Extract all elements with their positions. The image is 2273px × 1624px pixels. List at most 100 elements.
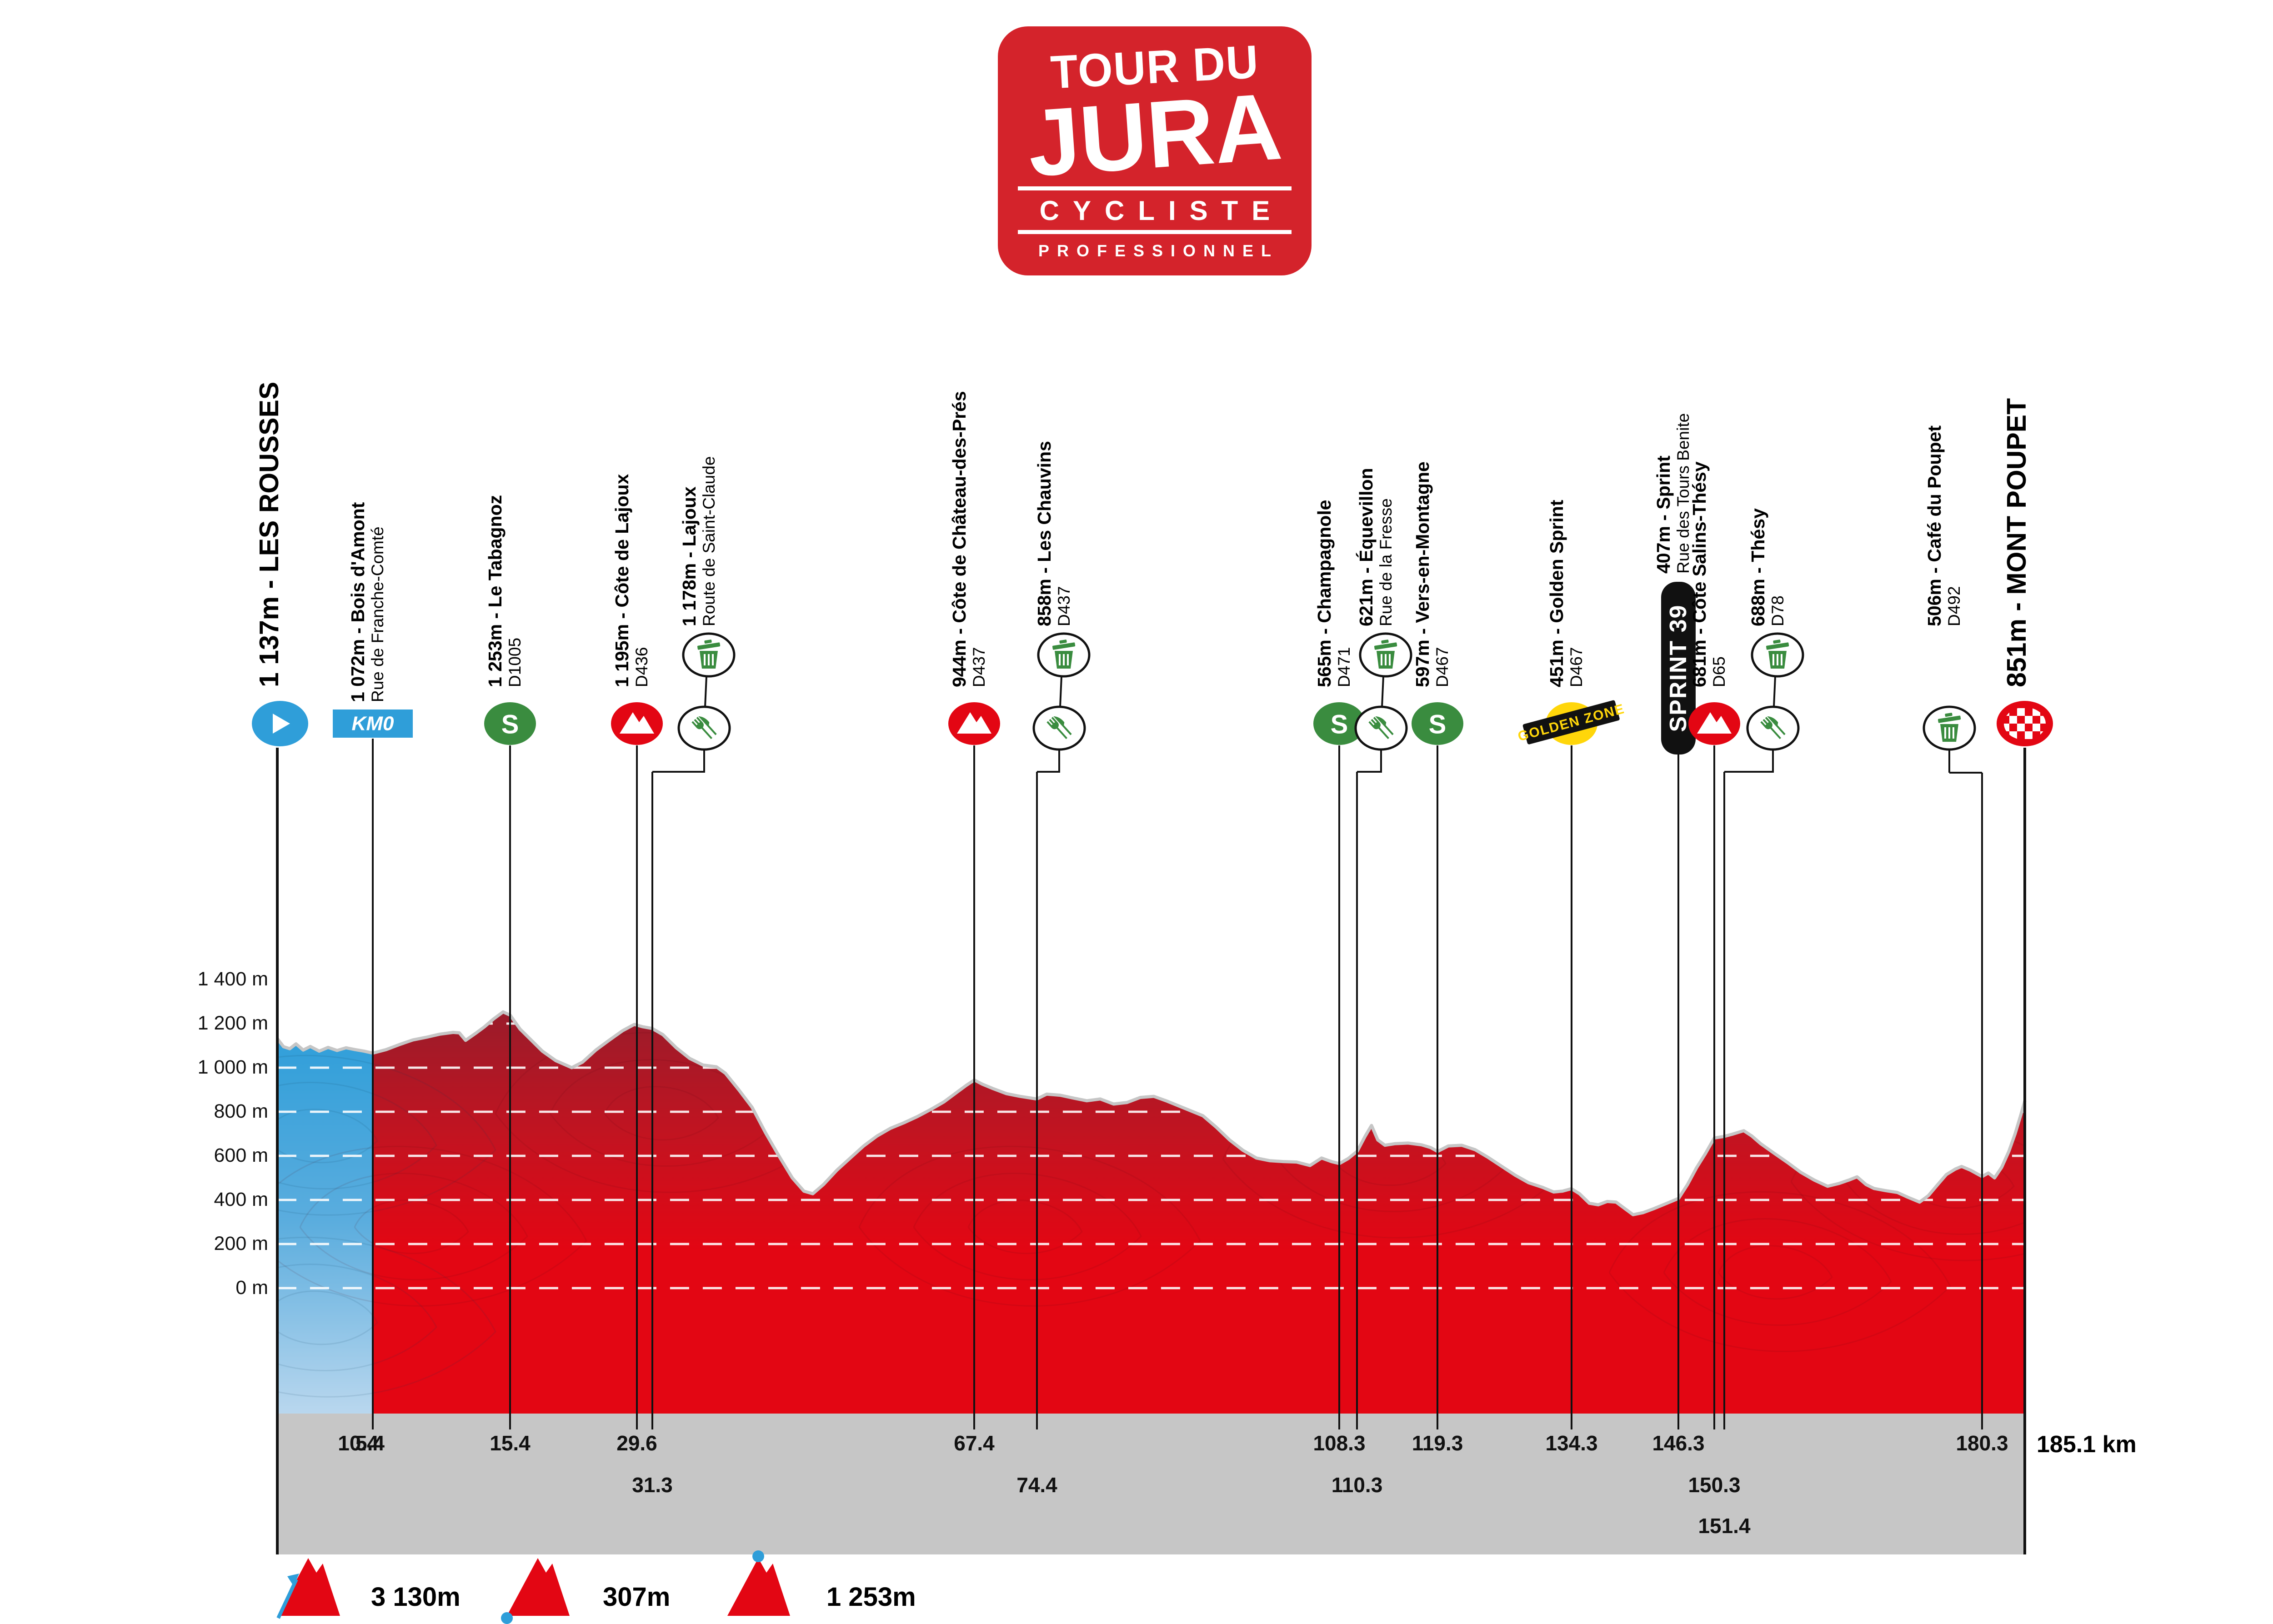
y-axis-tick-label: 1 000 m <box>197 1056 268 1078</box>
waypoint-road: D467 <box>1433 647 1452 687</box>
y-axis-tick-label: 600 m <box>214 1144 268 1166</box>
elevation-gain-arrow <box>276 1579 298 1619</box>
waypoint-lines <box>276 676 2026 1554</box>
highest-point-dot <box>752 1550 764 1562</box>
waypoint-title: 851m - MONT POUPET <box>2002 398 2032 687</box>
waypoint-road: D1005 <box>506 637 524 687</box>
waypoint-label: 1 137m - LES ROUSSES <box>254 381 284 687</box>
legend-value: 3 130m <box>371 1582 461 1612</box>
contour-line <box>277 1082 437 1190</box>
legend-item: 1 253m <box>813 1582 916 1612</box>
km-tick-label: 31.3 <box>632 1473 673 1497</box>
waypoint-line <box>704 676 707 707</box>
waypoint-label: 1 178m - Lajoux Route de Saint-Claude <box>679 456 719 626</box>
mountain-icon <box>620 712 654 734</box>
neutral-start-area <box>277 1039 373 1414</box>
waypoint-title: 944m - Côte de Château-des-Prés <box>949 391 970 687</box>
km-tick-label: 146.3 <box>1652 1431 1705 1455</box>
total-distance-label: 185.1 km <box>2037 1431 2137 1458</box>
play-icon <box>273 714 290 734</box>
y-axis-tick-label: 1 400 m <box>197 968 268 990</box>
contour-line <box>277 1054 496 1216</box>
contour-line <box>913 1173 1142 1281</box>
y-axis-tick-label: 400 m <box>214 1189 268 1210</box>
km-tick-label: 150.3 <box>1688 1473 1741 1497</box>
icon-text: S <box>501 710 519 740</box>
waypoint-label: 1 072m - Bois d'Amont Rue de Franche-Com… <box>347 502 387 702</box>
y-axis-tick-label: 1 200 m <box>197 1012 268 1034</box>
waypoint-title: 565m - Champagnole <box>1314 500 1335 687</box>
km-tick-label: 67.4 <box>954 1431 995 1455</box>
sprint-icon <box>1313 702 1365 745</box>
mountain-icon <box>1697 712 1732 734</box>
km-tick-label: 119.3 <box>1412 1431 1463 1455</box>
waypoint-label: 858m - Les Chauvins D437 <box>1034 441 1074 626</box>
waypoint-road: Rue de Franche-Comté <box>368 526 387 702</box>
sprint-icon <box>1412 702 1463 745</box>
waypoint-title: 451m - Golden Sprint <box>1546 500 1567 687</box>
waypoint-label: 565m - Champagnole D471 <box>1314 500 1354 687</box>
feed-circle <box>677 705 731 751</box>
waypoint-label: 688m - Thésy D78 <box>1747 508 1787 626</box>
waypoint-label: 851m - MONT POUPET <box>2002 398 2032 687</box>
legend-value: 1 253m <box>826 1582 916 1612</box>
waypoint-title: 1 137m - LES ROUSSES <box>254 381 284 687</box>
waypoint-road: D437 <box>970 647 988 687</box>
icon-text: SPRINT 39 <box>1665 605 1692 732</box>
sprint-icon <box>484 702 536 745</box>
km-tick-label: 5.4 <box>355 1431 385 1455</box>
feed-circle <box>1746 705 1800 751</box>
km-tick-label: 74.4 <box>1016 1473 1057 1497</box>
waypoint-line <box>1381 676 1384 707</box>
km-tick-label: 29.6 <box>616 1431 657 1455</box>
waypoint-label: 407m - Sprint Rue des Tours Benite <box>1653 413 1693 574</box>
y-axis-tick-label: 200 m <box>214 1233 268 1254</box>
waypoint-title: 621m - Équevillon <box>1356 468 1377 626</box>
y-axis-tick-label: 800 m <box>214 1100 268 1122</box>
icon-text: S <box>1331 710 1348 740</box>
profile-area <box>276 1010 2027 1414</box>
waypoint-label: 681m - Côte Salins-Thésy D65 <box>1689 461 1729 687</box>
waypoint-road: Rue de la Fresse <box>1377 498 1395 626</box>
feed-zone-icon <box>1368 716 1394 740</box>
contour-line <box>299 1173 528 1281</box>
waypoint-road: Route de Saint-Claude <box>700 456 718 626</box>
waypoint-label: 1 253m - Le Tabagnoz D1005 <box>485 495 525 687</box>
waypoint-label: 1 195m - Côte de Lajoux D436 <box>611 474 651 687</box>
finish-checkers <box>2004 708 2046 739</box>
waypoint-title: 688m - Thésy <box>1747 508 1768 626</box>
profile-outline <box>276 1010 2027 1216</box>
waypoint-road: D492 <box>1945 586 1963 626</box>
km0-badge <box>333 710 413 738</box>
contour-line <box>858 1145 1201 1307</box>
km-tick-label: 134.3 <box>1545 1431 1598 1455</box>
waste-zone-icon <box>1938 713 1961 742</box>
legend-item: 307m <box>589 1582 670 1612</box>
contour-line <box>1717 1245 1833 1300</box>
waypoint-road: D467 <box>1567 647 1586 687</box>
feed-circle <box>1032 705 1086 751</box>
lowest-point-dot <box>501 1612 513 1624</box>
waste-zone-icon <box>1766 640 1789 669</box>
km-tick-label: 151.4 <box>1698 1514 1751 1538</box>
waypoint-label: 621m - Équevillon Rue de la Fresse <box>1356 468 1396 626</box>
contour-line <box>277 1290 378 1345</box>
race-profile-area <box>373 1012 2025 1414</box>
km-tick-label: 180.3 <box>1956 1431 2008 1455</box>
waypoint-line <box>1059 676 1062 707</box>
contour-line <box>354 1199 469 1254</box>
waypoint-title: 1 178m - Lajoux <box>679 486 700 626</box>
legend-value: 307m <box>603 1582 671 1612</box>
waypoint-road: D471 <box>1335 647 1353 687</box>
waypoint-title: 1 072m - Bois d'Amont <box>347 502 368 702</box>
contour-line <box>1663 1218 1892 1326</box>
waypoint-icons: KM0 S S S GOLDEN ZONE SPRINT 39 <box>252 582 2053 755</box>
logo-line4: PROFESSIONNEL <box>1038 241 1279 260</box>
feed-zone-icon <box>1046 716 1072 740</box>
waypoint-title: 506m - Café du Poupet <box>1924 425 1945 626</box>
legend-mountain-icon <box>507 1558 570 1616</box>
waste-zone-icon <box>697 640 721 669</box>
waypoint-title: 1 195m - Côte de Lajoux <box>611 474 632 687</box>
waypoint-title: 1 253m - Le Tabagnoz <box>485 495 506 687</box>
